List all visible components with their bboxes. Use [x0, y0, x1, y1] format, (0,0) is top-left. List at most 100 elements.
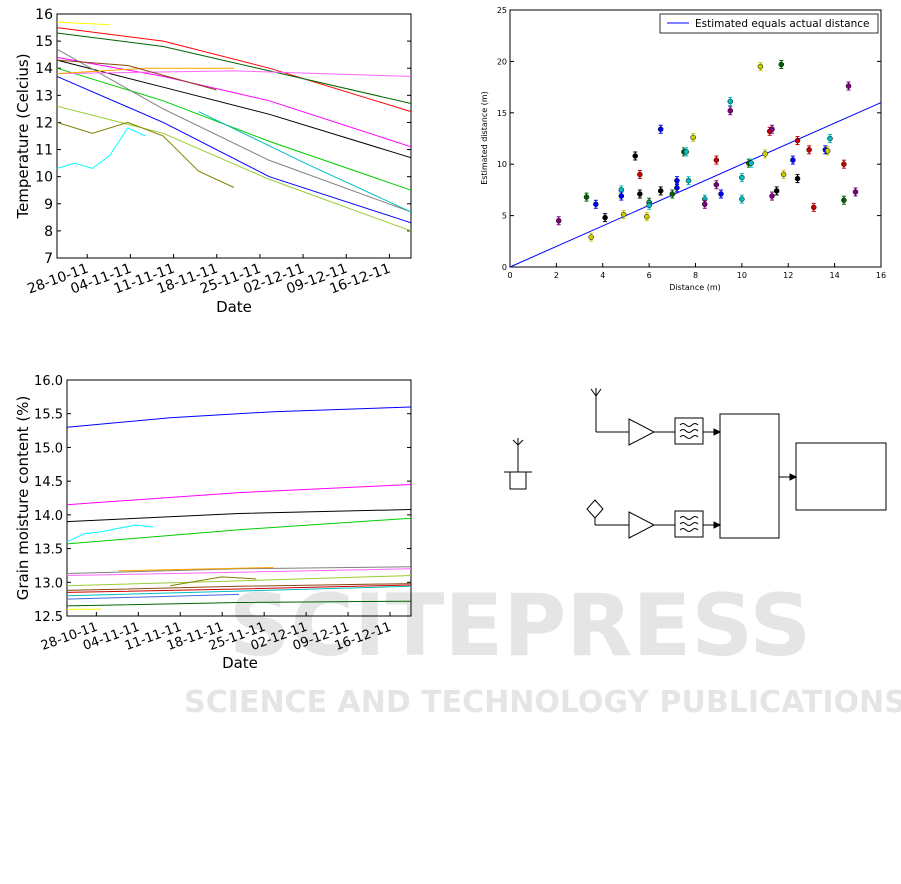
y-tick-label: 25 [497, 6, 507, 15]
bottom-filter-wave-icon [679, 516, 699, 532]
x-tick-label: 4 [600, 271, 605, 280]
legend-label: Estimated equals actual distance [695, 18, 869, 30]
y-tick-label: 5 [502, 212, 507, 221]
series-line [66, 566, 412, 574]
x-tick-label: 10 [737, 271, 747, 280]
y-tick-label: 12 [35, 115, 53, 131]
scatter-point [702, 201, 708, 208]
scatter-point [718, 191, 724, 197]
top-amplifier [628, 418, 656, 446]
series-line [66, 585, 412, 597]
scatter-point [773, 188, 780, 194]
series-line [56, 59, 217, 91]
scatter-point [780, 171, 787, 178]
series-line [56, 75, 412, 224]
scatter-point [769, 193, 775, 199]
series-line [66, 517, 412, 545]
series-line [56, 67, 412, 191]
x-tick-label: 8 [693, 271, 698, 280]
y-tick-label: 16 [35, 7, 53, 23]
temperature-x-axis-label: Date [216, 298, 252, 316]
identity-line [509, 102, 882, 268]
scatter-point [713, 157, 720, 163]
scatter-point [632, 153, 638, 159]
bottom-amplifier [628, 511, 656, 539]
scatter-point [618, 193, 625, 199]
scatter-point [824, 148, 831, 154]
y-tick-label: 9 [44, 197, 53, 213]
scatter-point [748, 160, 754, 166]
y-tick-label: 13 [35, 88, 53, 104]
y-tick-label: 15.5 [34, 408, 63, 423]
scatter-point [757, 63, 764, 70]
scatter-point [637, 191, 643, 197]
y-tick-label: 15 [497, 109, 507, 118]
top-antenna-icon [590, 388, 629, 433]
scatter-point [583, 194, 590, 200]
receiver-block-diagram [504, 388, 887, 539]
top-filter-wave-icon [679, 423, 699, 439]
scatter-point [685, 177, 692, 184]
x-tick-label: 14 [830, 271, 840, 280]
scatter-point [794, 175, 801, 182]
y-tick-label: 7 [44, 251, 53, 267]
x-tick-label: 16 [876, 271, 886, 280]
distance-y-axis-label: Estimated distance (m) [480, 91, 489, 184]
scatter-point [593, 201, 599, 208]
scatter-point [727, 107, 734, 114]
y-tick-label: 12.5 [34, 610, 63, 625]
scatter-point [588, 234, 594, 240]
moisture-y-axis-label: Grain moisture content (%) [14, 396, 32, 601]
series-line [56, 32, 412, 104]
scatter-point [657, 126, 664, 132]
scatter-point [644, 213, 650, 220]
scatter-point [620, 211, 627, 218]
series-line [56, 67, 234, 75]
scatter-point [790, 157, 796, 163]
mixer-block [719, 413, 780, 539]
scatter-point [739, 196, 745, 202]
scatter-point [674, 185, 680, 191]
processor-block [795, 442, 887, 511]
moisture-plot-frame [66, 379, 412, 617]
series-line [56, 56, 412, 148]
series-line [56, 70, 412, 77]
scatter-point [806, 147, 812, 153]
scatter-point [646, 202, 652, 209]
y-tick-label: 13.0 [34, 576, 63, 591]
y-tick-label: 14 [35, 61, 53, 77]
scatter-point [657, 188, 664, 194]
x-tick-label: 12 [783, 271, 793, 280]
scatter-point [762, 151, 768, 157]
x-tick-label: 2 [554, 271, 559, 280]
series-line [198, 111, 412, 213]
watermark-subtitle: SCIENCE AND TECHNOLOGY PUBLICATIONS [184, 685, 901, 720]
scatter-point [674, 177, 680, 184]
y-tick-label: 10 [497, 160, 507, 169]
series-line [66, 406, 412, 428]
scatter-point [602, 214, 608, 221]
series-line [66, 593, 240, 600]
y-tick-label: 14.0 [34, 509, 63, 524]
scatter-point [669, 191, 676, 197]
series-line [66, 524, 154, 543]
series-line [56, 27, 412, 113]
y-tick-label: 15 [35, 34, 53, 50]
series-line [66, 575, 412, 587]
series-line [56, 105, 412, 232]
series-line [56, 121, 235, 188]
series-line [66, 484, 412, 506]
series-line [66, 600, 412, 607]
y-tick-label: 0 [502, 263, 507, 272]
bottom-filter [674, 510, 704, 538]
series-line [56, 48, 412, 213]
series-line [118, 567, 274, 572]
series-line [56, 21, 111, 26]
y-tick-label: 8 [44, 224, 53, 240]
y-tick-label: 16.0 [34, 374, 63, 389]
x-tick-label: 0 [507, 271, 512, 280]
scatter-point [841, 161, 847, 167]
moisture-x-axis-label: Date [222, 654, 258, 672]
